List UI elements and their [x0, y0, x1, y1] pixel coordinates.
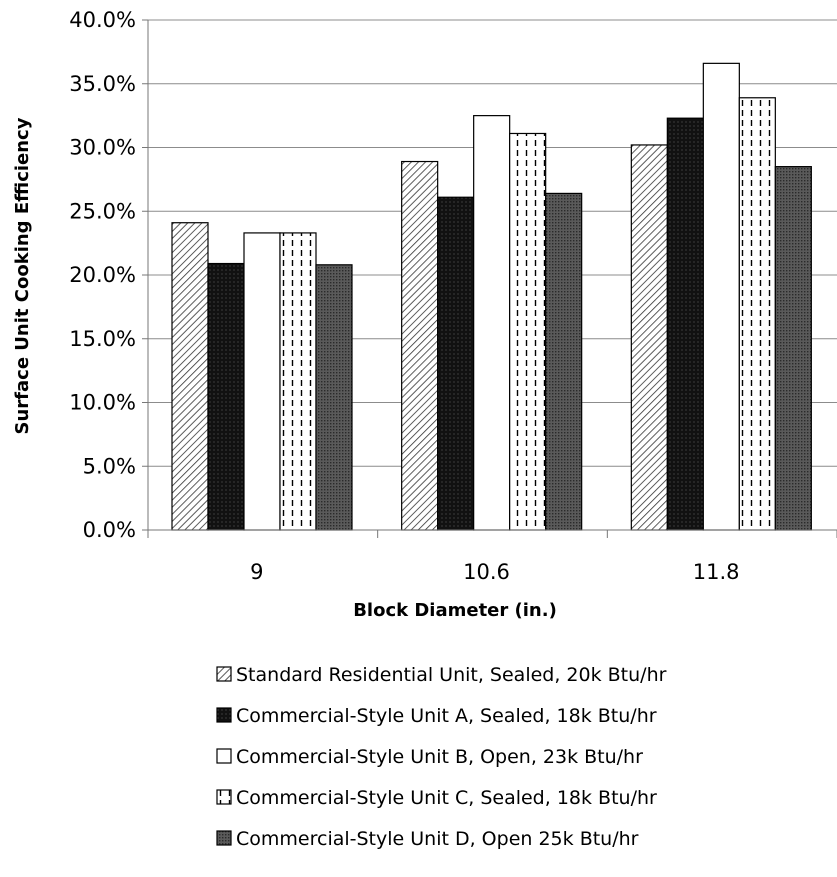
legend-swatch	[216, 830, 232, 846]
bar	[279, 232, 317, 531]
y-tick-label: 5.0%	[83, 454, 136, 478]
y-tick-label: 0.0%	[83, 518, 136, 542]
y-tick-label: 40.0%	[69, 8, 136, 32]
legend-label: Standard Residential Unit, Sealed, 20k B…	[236, 664, 667, 686]
y-tick-label: 20.0%	[69, 263, 136, 287]
y-axis-title: Surface Unit Cooking Efficiency	[12, 117, 33, 434]
x-tick-label: 9	[250, 560, 263, 584]
bar	[630, 144, 668, 531]
y-tick-label: 10.0%	[69, 391, 136, 415]
x-tick-label: 10.6	[463, 560, 510, 584]
y-tick-label: 25.0%	[69, 199, 136, 223]
legend-swatch	[216, 707, 232, 723]
bar	[437, 196, 475, 531]
legend-label: Commercial-Style Unit A, Sealed, 18k Btu…	[236, 705, 657, 727]
bar	[774, 166, 812, 531]
x-tick-label: 11.8	[693, 560, 740, 584]
legend-swatch	[216, 666, 232, 682]
bar	[243, 232, 281, 531]
x-axis-title: Block Diameter (in.)	[353, 600, 557, 621]
legend-label: Commercial-Style Unit D, Open 25k Btu/hr	[236, 828, 639, 850]
legend-label: Commercial-Style Unit C, Sealed, 18k Btu…	[236, 787, 657, 809]
y-tick-labels: 0.0% 5.0% 10.0% 15.0% 20.0% 25.0% 30.0% 35.0% 40…	[69, 8, 136, 542]
bar	[702, 62, 740, 531]
bar	[738, 97, 776, 531]
x-tick-labels: 9 10.6 11.8	[250, 560, 739, 584]
bar	[473, 115, 511, 531]
y-tick-label: 15.0%	[69, 327, 136, 351]
bar	[401, 160, 439, 531]
bar	[171, 222, 209, 531]
bar	[207, 262, 245, 531]
y-tick-label: 30.0%	[69, 136, 136, 160]
legend-label: Commercial-Style Unit B, Open, 23k Btu/h…	[236, 746, 643, 768]
legend-swatch	[216, 789, 232, 805]
axes	[142, 19, 837, 538]
y-tick-label: 35.0%	[69, 72, 136, 96]
bar	[509, 132, 547, 531]
bar	[545, 192, 583, 531]
bar	[666, 117, 704, 531]
bar	[315, 264, 353, 531]
legend: Standard Residential Unit, Sealed, 20k B…	[216, 664, 667, 850]
bars	[171, 62, 812, 531]
legend-swatch	[216, 748, 232, 764]
